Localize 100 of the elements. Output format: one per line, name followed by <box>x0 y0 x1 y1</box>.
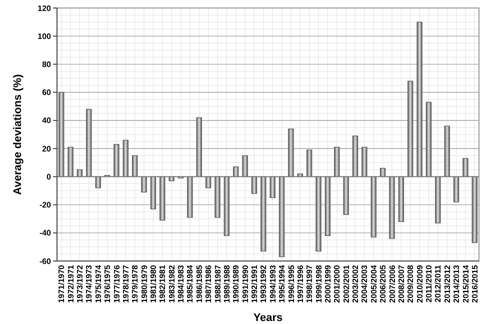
y-tick-label: 0 <box>46 172 52 182</box>
y-tick-label: 40 <box>42 116 52 126</box>
bar <box>380 168 386 177</box>
bar <box>389 176 395 239</box>
bar <box>306 150 312 177</box>
x-tick-label: 1972/1971 <box>66 264 76 303</box>
y-tick-label: -40 <box>39 228 52 238</box>
x-tick-label: 1986/1985 <box>194 264 204 303</box>
x-tick-label: 1988/1987 <box>213 264 222 303</box>
x-tick-label: 2003/2002 <box>351 264 360 303</box>
x-tick-label: 2015/2014 <box>461 264 470 303</box>
bar <box>270 176 276 198</box>
bar <box>288 128 294 177</box>
x-tick-label: 1990/1989 <box>232 264 241 303</box>
x-tick-label: 2007/2006 <box>388 264 397 303</box>
x-tick-label: 1992/1991 <box>250 264 260 303</box>
bar <box>86 108 92 177</box>
y-tick-label: 120 <box>38 4 52 13</box>
bar <box>95 176 101 188</box>
bar <box>462 158 468 177</box>
x-tick-label: 1973/1972 <box>76 264 85 303</box>
x-tick-label: 1989/1988 <box>222 264 232 303</box>
x-axis-title: Years <box>253 312 283 324</box>
bar <box>114 144 120 177</box>
x-tick-label: 2010/2009 <box>415 264 424 303</box>
bar <box>426 102 432 177</box>
bar <box>444 126 450 177</box>
y-tick-label: 20 <box>42 144 52 154</box>
bar <box>370 176 376 238</box>
x-tick-label: 1978/1977 <box>121 264 130 303</box>
bar <box>68 146 74 177</box>
x-tick-label: 2016/2015 <box>470 264 480 303</box>
bar <box>196 117 202 177</box>
x-tick-label: 2008/2007 <box>396 264 406 303</box>
bar <box>260 176 266 252</box>
x-tick-label: 1976/1975 <box>103 264 112 303</box>
bar <box>416 22 422 177</box>
bar <box>334 146 340 177</box>
x-tick-label: 1984/1983 <box>176 264 186 303</box>
x-tick-label: 1997/1996 <box>296 264 305 303</box>
x-tick-label: 1994/1993 <box>268 264 278 303</box>
bar <box>187 176 193 218</box>
x-tick-label: 1979/1978 <box>130 264 140 303</box>
x-tick-label: 2001/2000 <box>332 264 342 303</box>
bar <box>242 155 248 177</box>
x-tick-label: 2002/2001 <box>342 264 351 303</box>
x-tick-label: 1998/1997 <box>305 264 314 303</box>
y-axis-title: Average deviations (%) <box>12 74 24 195</box>
x-tick-label: 1999/1998 <box>314 264 324 303</box>
y-tick-label: 100 <box>38 32 52 41</box>
bar <box>141 176 147 192</box>
bar <box>122 140 128 177</box>
bar <box>233 166 239 177</box>
bar <box>251 176 258 194</box>
bar <box>132 155 138 177</box>
x-tick-label: 1982/1981 <box>158 264 168 303</box>
x-tick-label: 2006/2005 <box>378 264 388 303</box>
x-tick-label: 1985/1984 <box>186 264 195 303</box>
x-tick-label: 2012/2011 <box>434 264 443 302</box>
x-tick-label: 2011/2010 <box>424 264 434 302</box>
bar <box>224 176 230 236</box>
bar <box>398 176 404 222</box>
bar <box>316 176 322 252</box>
x-tick-label: 2013/2012 <box>442 264 452 303</box>
y-tick-label: 60 <box>42 88 52 98</box>
x-tick-label: 1991/1990 <box>240 264 250 303</box>
x-tick-label: 2014/2013 <box>452 264 462 303</box>
bar <box>453 176 460 202</box>
y-tick-label: -20 <box>39 200 52 210</box>
x-tick-label: 1987/1986 <box>204 264 214 303</box>
bar <box>362 146 368 177</box>
y-tick-label: 80 <box>42 60 52 70</box>
x-tick-label: 2004/2003 <box>360 264 370 303</box>
x-tick-label: 1983/1982 <box>167 264 176 303</box>
bar <box>168 176 174 182</box>
bar <box>76 169 83 177</box>
bar <box>214 176 220 218</box>
x-tick-label: 1977/1976 <box>112 264 122 303</box>
bar <box>435 176 441 224</box>
bar <box>205 176 212 188</box>
x-tick-label: 2000/1999 <box>323 264 332 303</box>
x-tick-label: 1996/1995 <box>286 264 296 303</box>
bar <box>58 92 64 177</box>
x-tick-label: 2005/2004 <box>369 264 378 303</box>
bar <box>408 80 414 177</box>
x-tick-label: 1971/1970 <box>57 264 66 303</box>
bar <box>278 176 285 258</box>
bar <box>324 176 331 236</box>
x-tick-label: 1995/1994 <box>278 264 287 303</box>
bar <box>160 176 166 221</box>
x-tick-label: 1975/1974 <box>94 264 103 303</box>
y-tick-label: -60 <box>39 256 52 266</box>
x-tick-label: 1974/1973 <box>84 264 94 303</box>
bar <box>472 176 478 244</box>
x-tick-label: 1993/1992 <box>259 264 268 303</box>
x-tick-label: 2009/2008 <box>406 264 416 303</box>
bar <box>343 176 349 215</box>
bar <box>352 136 358 177</box>
x-tick-label: 1980/1979 <box>140 264 149 303</box>
x-tick-label: 1981/1980 <box>149 264 158 303</box>
